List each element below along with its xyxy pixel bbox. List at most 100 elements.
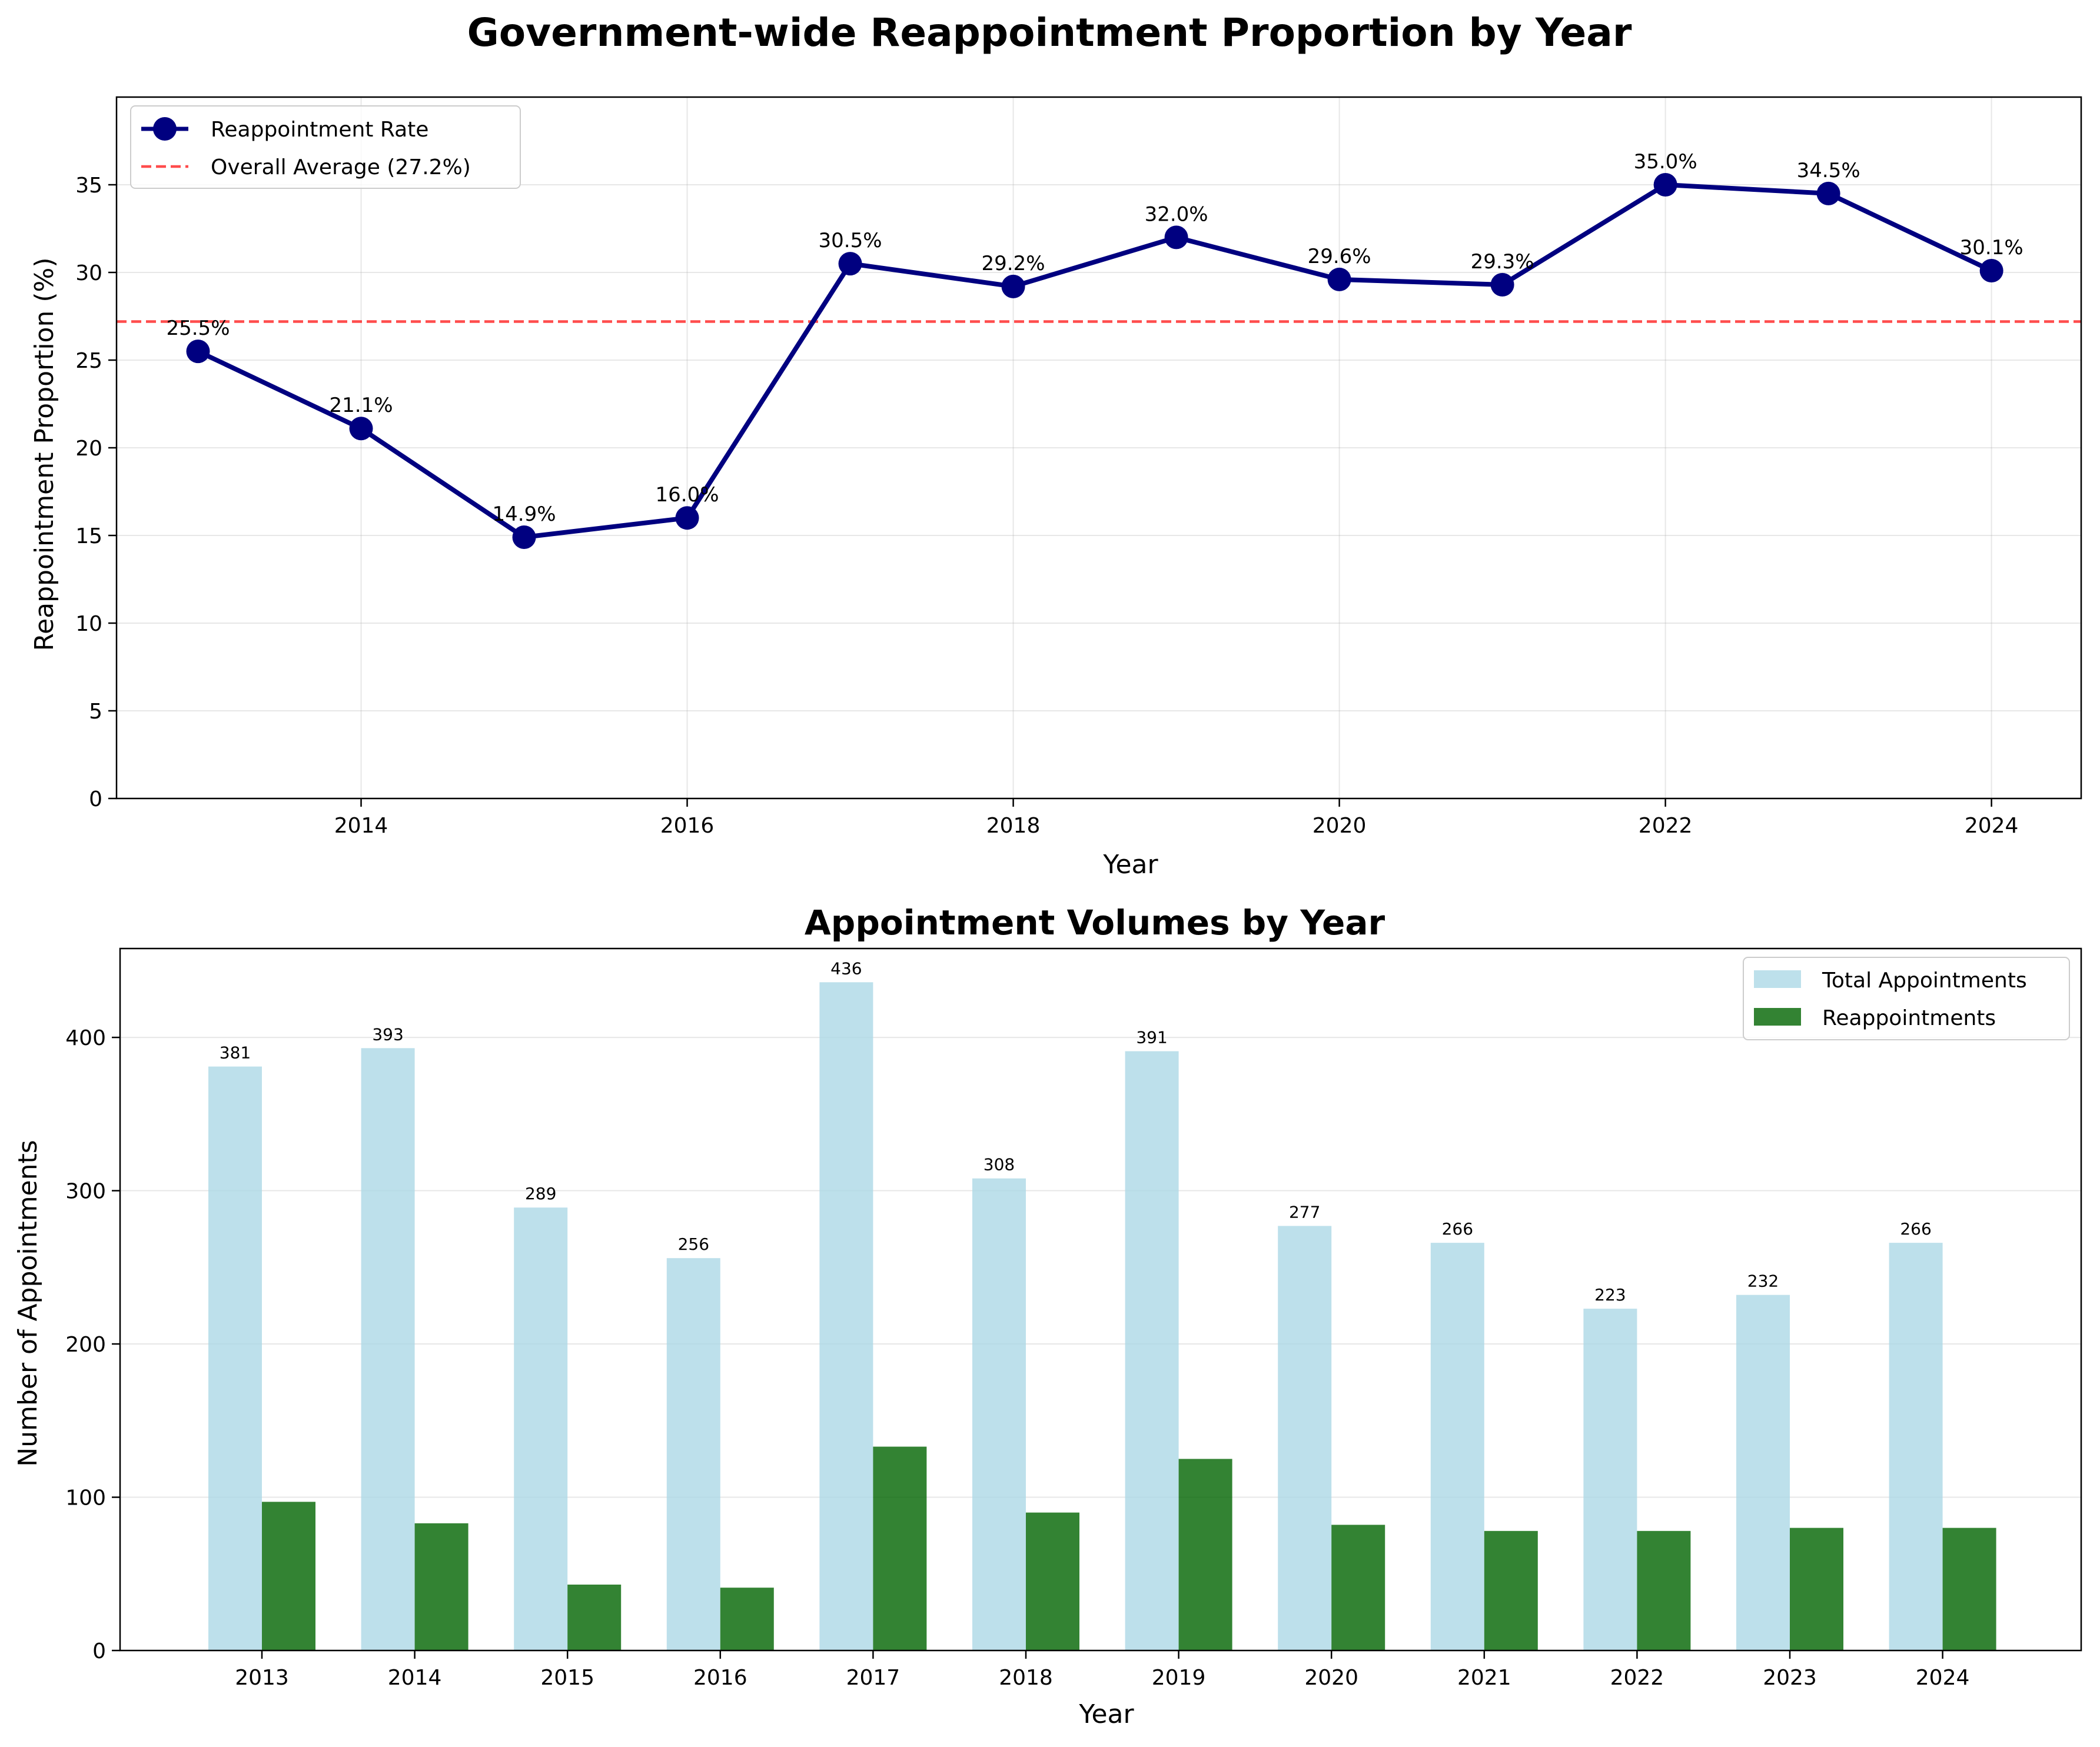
line-chart-grid (117, 97, 2081, 799)
total-bar-2016 (666, 1258, 720, 1651)
rate-label-2024: 30.1% (1960, 236, 2023, 259)
rate-label-2020: 29.6% (1308, 245, 1371, 268)
rate-point-2023 (1816, 181, 1840, 205)
total-bar-2019 (1125, 1051, 1179, 1651)
reappointment-bar-2024 (1942, 1528, 1996, 1651)
bar-x-tick-label-2018: 2018 (999, 1666, 1053, 1690)
reappointment-proportion-chart: Government-wide Reappointment Proportion… (29, 10, 2082, 880)
bar-x-tick-label-2021: 2021 (1457, 1666, 1511, 1690)
total-bar-label-2019: 391 (1136, 1028, 1167, 1047)
total-appointments-bars (208, 982, 1943, 1651)
bar-chart-x-axis-label: Year (1078, 1699, 1134, 1729)
line-chart-y-ticks: 0 5 10 15 20 25 30 35 (75, 174, 117, 811)
legend-reappointment-rate-marker (153, 117, 177, 141)
bar-chart-legend: Total Appointments Reappointments (1743, 957, 2070, 1040)
total-bar-2021 (1430, 1243, 1484, 1651)
total-bar-label-2023: 232 (1747, 1272, 1779, 1291)
reappointment-bar-2023 (1790, 1528, 1843, 1651)
line-y-tick-label-2: 10 (75, 612, 102, 636)
line-chart-y-axis-label: Reappointment Proportion (%) (29, 258, 59, 651)
bar-y-tick-label-4: 400 (65, 1026, 106, 1050)
bar-x-tick-label-2022: 2022 (1610, 1666, 1664, 1690)
bar-x-tick-label-2017: 2017 (846, 1666, 901, 1690)
total-bar-2017 (819, 982, 873, 1651)
bar-x-tick-label-2024: 2024 (1916, 1666, 1970, 1690)
total-bar-2023 (1736, 1295, 1790, 1651)
total-bar-label-2014: 393 (372, 1024, 403, 1044)
bar-x-tick-label-2013: 2013 (235, 1666, 289, 1690)
line-x-tick-label-2: 2018 (986, 814, 1041, 838)
legend-total-appointments-swatch (1754, 970, 1801, 988)
reappointment-bar-2018 (1026, 1512, 1079, 1651)
reappointment-bar-2013 (262, 1502, 315, 1651)
rate-point-2022 (1653, 173, 1677, 197)
rate-label-2014: 21.1% (330, 394, 393, 417)
bar-chart-title: Appointment Volumes by Year (805, 903, 1385, 943)
rate-label-2015: 14.9% (493, 503, 556, 526)
line-x-tick-label-3: 2020 (1312, 814, 1367, 838)
line-x-tick-label-0: 2014 (334, 814, 388, 838)
rate-label-2016: 16.0% (656, 483, 719, 507)
rate-point-2018 (1001, 274, 1025, 298)
bar-y-tick-label-2: 200 (65, 1333, 106, 1357)
line-chart-x-axis-label: Year (1102, 850, 1158, 880)
total-bar-2018 (972, 1178, 1026, 1651)
line-y-tick-label-7: 35 (75, 174, 102, 198)
rate-label-2017: 30.5% (819, 229, 882, 252)
reappointment-bar-2021 (1484, 1530, 1538, 1651)
line-chart-legend-box (130, 105, 521, 189)
line-x-tick-label-1: 2016 (660, 814, 715, 838)
reappointment-bar-2019 (1178, 1459, 1232, 1651)
legend-reappointment-rate-label: Reappointment Rate (211, 118, 428, 142)
line-y-tick-label-3: 15 (75, 524, 102, 548)
line-chart-legend: Reappointment Rate Overall Average (27.2… (130, 105, 521, 189)
reappointment-bar-2022 (1637, 1530, 1691, 1651)
rate-point-2016 (675, 506, 699, 530)
total-bar-label-2020: 277 (1289, 1202, 1320, 1222)
total-bar-label-2021: 266 (1442, 1219, 1473, 1239)
line-y-tick-label-6: 30 (75, 261, 102, 285)
legend-reappointments-swatch (1754, 1008, 1801, 1026)
rate-point-2019 (1164, 225, 1188, 249)
reappointment-bar-2016 (720, 1588, 774, 1651)
bar-x-tick-label-2019: 2019 (1152, 1666, 1206, 1690)
rate-label-2019: 32.0% (1145, 202, 1208, 226)
rate-point-2021 (1490, 272, 1514, 297)
bar-chart-plot-frame (119, 947, 2082, 1652)
rate-point-2015 (512, 525, 536, 549)
rate-label-2022: 35.0% (1634, 150, 1697, 174)
bar-chart-legend-box (1743, 957, 2070, 1040)
total-bar-label-2016: 256 (678, 1234, 709, 1254)
total-bar-2015 (514, 1207, 568, 1651)
reappointment-bar-2015 (567, 1584, 622, 1651)
total-bar-label-2015: 289 (525, 1184, 556, 1203)
rate-point-2014 (349, 417, 373, 441)
rate-point-2017 (838, 252, 862, 276)
total-bar-2020 (1278, 1226, 1332, 1651)
line-y-tick-label-5: 25 (75, 349, 102, 373)
bar-x-tick-label-2020: 2020 (1304, 1666, 1358, 1690)
total-bar-2013 (208, 1066, 262, 1651)
total-bar-label-2022: 223 (1594, 1285, 1626, 1305)
reappointment-bar-2014 (414, 1523, 468, 1651)
bar-chart-y-ticks: 0 100 200 300 400 (65, 1026, 120, 1663)
bar-y-tick-label-1: 100 (65, 1486, 106, 1510)
reappointment-rate-labels: 25.5% 21.1% 14.9% 16.0% 30.5% 29.2% 32.0% 29.6%… (166, 150, 2023, 526)
legend-reappointments-label: Reappointments (1822, 1006, 1996, 1030)
bar-y-tick-label-3: 300 (65, 1180, 106, 1204)
reappointment-bar-2017 (873, 1446, 927, 1651)
reappointment-rate-points (186, 173, 2003, 549)
bar-x-tick-label-2023: 2023 (1763, 1666, 1817, 1690)
rate-label-2013: 25.5% (166, 317, 230, 340)
line-x-tick-label-5: 2024 (1965, 814, 2019, 838)
line-x-tick-label-4: 2022 (1639, 814, 1693, 838)
reappointments-bars (262, 1446, 1996, 1651)
line-chart-x-ticks: 2014 2016 2018 2020 2022 2024 (334, 798, 2019, 838)
total-bar-label-2013: 381 (220, 1043, 251, 1063)
bar-x-tick-label-2014: 2014 (388, 1666, 442, 1690)
line-y-tick-label-0: 0 (89, 787, 102, 811)
legend-total-appointments-label: Total Appointments (1822, 969, 2027, 993)
rate-point-2020 (1327, 267, 1351, 291)
rate-label-2021: 29.3% (1471, 250, 1534, 274)
